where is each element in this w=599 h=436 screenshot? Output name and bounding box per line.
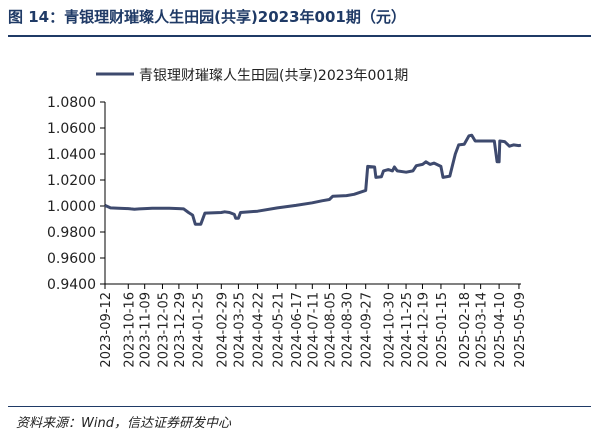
x-tick-label: 2024-07-11 <box>306 292 321 368</box>
y-tick-label: 0.9600 <box>47 251 96 267</box>
x-tick-label: 2024-08-05 <box>323 292 338 368</box>
y-tick-label: 1.0600 <box>47 121 96 137</box>
x-tick-label: 2024-11-25 <box>400 292 415 368</box>
x-tick-label: 2023-12-05 <box>156 292 171 368</box>
y-axis: 1.0800 1.0600 1.0400 1.0200 1.0000 0.9800 0.96… <box>47 95 106 293</box>
legend-series-label: 青银理财璀璨人生田园(共享)2023年001期 <box>139 67 408 84</box>
x-tick-label: 2023-09-12 <box>99 292 114 368</box>
figure-title: 图 14：青银理财璀璨人生田园(共享)2023年001期（元） <box>8 8 406 26</box>
x-tick-label: 2024-03-25 <box>232 292 247 368</box>
x-tick-label: 2024-06-17 <box>290 292 305 368</box>
x-tick-label: 2024-02-29 <box>215 292 230 368</box>
x-tick-label: 2023-12-29 <box>173 292 188 368</box>
x-tick-label: 2024-04-22 <box>252 292 267 368</box>
x-tick-label: 2024-12-19 <box>416 292 431 368</box>
x-tick-label: 2025-01-15 <box>435 292 450 368</box>
x-tick-label: 2024-01-25 <box>191 292 206 368</box>
y-tick-label: 1.0400 <box>47 147 96 163</box>
title-rule <box>8 35 591 37</box>
source-rule <box>8 406 591 407</box>
chart-legend: 青银理财璀璨人生田园(共享)2023年001期 <box>96 67 408 84</box>
y-tick-label: 0.9800 <box>47 225 96 241</box>
x-tick-label: 2024-10-30 <box>382 292 397 368</box>
x-tick-label: 2024-08-30 <box>341 292 356 368</box>
y-tick-label: 1.0000 <box>47 199 96 215</box>
x-tick-label: 2023-10-16 <box>122 292 137 368</box>
x-tick-label: 2025-03-14 <box>475 292 490 368</box>
series-line <box>104 133 522 226</box>
x-tick-label: 2023-11-09 <box>139 292 154 368</box>
y-tick-label: 1.0200 <box>47 173 96 189</box>
x-tick-label: 2025-05-09 <box>513 292 528 368</box>
x-tick-label: 2025-04-10 <box>493 292 508 368</box>
source-note: 资料来源：Wind，信达证券研发中心 <box>16 416 231 431</box>
x-tick-label: 2025-02-18 <box>458 292 473 368</box>
y-tick-label: 0.9400 <box>47 277 96 293</box>
x-tick-label: 2024-05-21 <box>271 292 286 368</box>
y-tick-label: 1.0800 <box>47 95 96 111</box>
x-axis: 2023-09-12 2023-10-16 2023-11-09 2023-12-05… <box>99 283 528 368</box>
x-tick-label: 2024-09-27 <box>360 292 375 368</box>
